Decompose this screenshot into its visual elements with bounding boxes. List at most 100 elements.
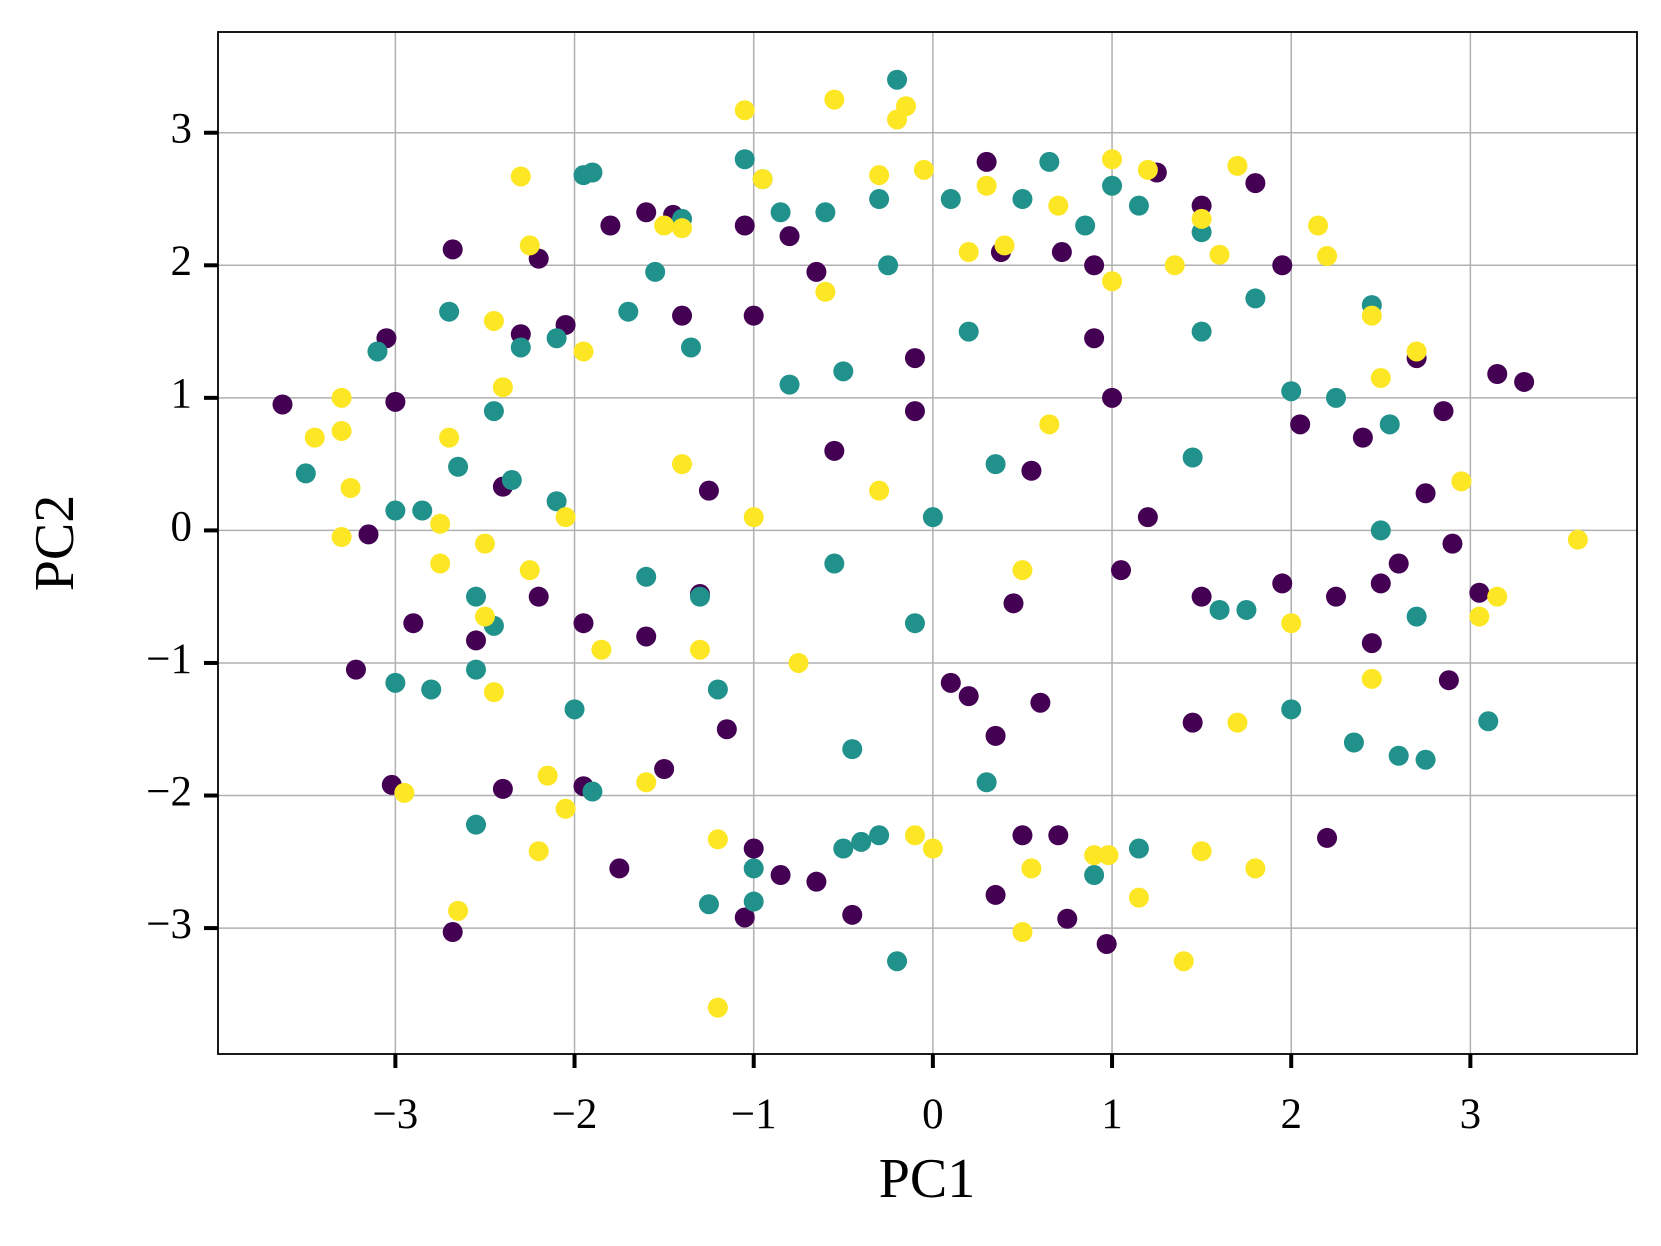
point bbox=[707, 679, 728, 700]
point bbox=[1388, 553, 1409, 574]
point bbox=[1469, 606, 1490, 627]
point bbox=[833, 361, 854, 382]
point bbox=[743, 507, 764, 528]
point bbox=[1469, 582, 1490, 603]
point bbox=[1182, 712, 1203, 733]
point bbox=[689, 639, 710, 660]
point bbox=[1003, 593, 1024, 614]
point bbox=[1442, 533, 1463, 554]
point bbox=[1478, 711, 1499, 732]
point bbox=[815, 202, 836, 223]
point bbox=[958, 242, 979, 263]
point bbox=[1361, 305, 1382, 326]
point bbox=[1137, 159, 1158, 180]
point bbox=[1128, 887, 1149, 908]
point bbox=[896, 96, 916, 117]
point bbox=[654, 215, 675, 236]
point bbox=[385, 672, 406, 693]
point bbox=[466, 586, 486, 607]
point bbox=[734, 907, 755, 928]
point bbox=[698, 894, 719, 915]
point bbox=[1487, 363, 1508, 384]
y-tick-label: −1 bbox=[146, 636, 192, 683]
point bbox=[340, 477, 361, 498]
x-tick-label: 1 bbox=[1101, 1091, 1123, 1138]
point bbox=[600, 215, 621, 236]
point bbox=[1102, 175, 1123, 196]
point bbox=[1245, 858, 1266, 879]
point bbox=[1191, 841, 1212, 862]
point bbox=[1096, 933, 1117, 954]
y-tick-label: 0 bbox=[171, 503, 193, 550]
point bbox=[1012, 922, 1033, 943]
point bbox=[582, 162, 603, 183]
point bbox=[528, 841, 549, 862]
point bbox=[824, 553, 845, 574]
point bbox=[1075, 215, 1096, 236]
point bbox=[743, 858, 764, 879]
point bbox=[743, 891, 764, 912]
y-tick-label: 2 bbox=[171, 238, 193, 285]
y-tick-label: 3 bbox=[171, 106, 193, 153]
point bbox=[1191, 321, 1212, 342]
point bbox=[442, 922, 463, 943]
point bbox=[636, 626, 657, 647]
point bbox=[1281, 699, 1302, 720]
point bbox=[345, 659, 366, 680]
point bbox=[1191, 208, 1212, 229]
point bbox=[716, 719, 737, 740]
point bbox=[1361, 668, 1382, 689]
point bbox=[1191, 586, 1212, 607]
point bbox=[689, 586, 710, 607]
point bbox=[842, 739, 863, 760]
point bbox=[474, 533, 495, 554]
x-tick-label: 2 bbox=[1280, 1091, 1302, 1138]
point bbox=[681, 337, 701, 358]
point bbox=[1128, 838, 1149, 859]
point bbox=[842, 904, 863, 925]
point bbox=[1326, 387, 1346, 408]
point bbox=[1245, 288, 1266, 309]
point bbox=[1048, 195, 1069, 216]
y-axis-label: PC2 bbox=[24, 495, 86, 592]
point bbox=[519, 560, 540, 581]
point bbox=[788, 652, 809, 673]
point bbox=[976, 772, 997, 793]
point bbox=[1128, 195, 1149, 216]
point bbox=[1290, 414, 1311, 435]
point bbox=[887, 951, 908, 972]
point bbox=[940, 672, 961, 693]
point bbox=[591, 639, 612, 660]
point bbox=[1272, 255, 1293, 276]
point bbox=[815, 281, 836, 302]
point bbox=[439, 427, 460, 448]
point bbox=[528, 586, 549, 607]
point bbox=[483, 310, 504, 331]
point bbox=[734, 100, 755, 121]
point bbox=[922, 507, 943, 528]
point bbox=[851, 831, 872, 852]
point bbox=[752, 169, 773, 190]
point bbox=[1182, 447, 1203, 468]
point bbox=[645, 261, 666, 282]
y-tick-label: −3 bbox=[146, 901, 192, 948]
point bbox=[636, 772, 657, 793]
point bbox=[878, 255, 899, 276]
point bbox=[806, 261, 827, 282]
point bbox=[869, 480, 890, 501]
point bbox=[1012, 189, 1033, 210]
point bbox=[1048, 825, 1069, 846]
point bbox=[976, 151, 997, 172]
point bbox=[1102, 271, 1123, 292]
point bbox=[367, 341, 388, 362]
point bbox=[994, 235, 1015, 256]
point bbox=[1370, 573, 1391, 594]
point bbox=[913, 159, 934, 180]
point bbox=[1209, 599, 1230, 620]
point bbox=[1388, 745, 1409, 766]
point bbox=[904, 348, 925, 369]
point bbox=[824, 440, 845, 461]
point bbox=[904, 401, 925, 422]
point bbox=[734, 149, 755, 170]
